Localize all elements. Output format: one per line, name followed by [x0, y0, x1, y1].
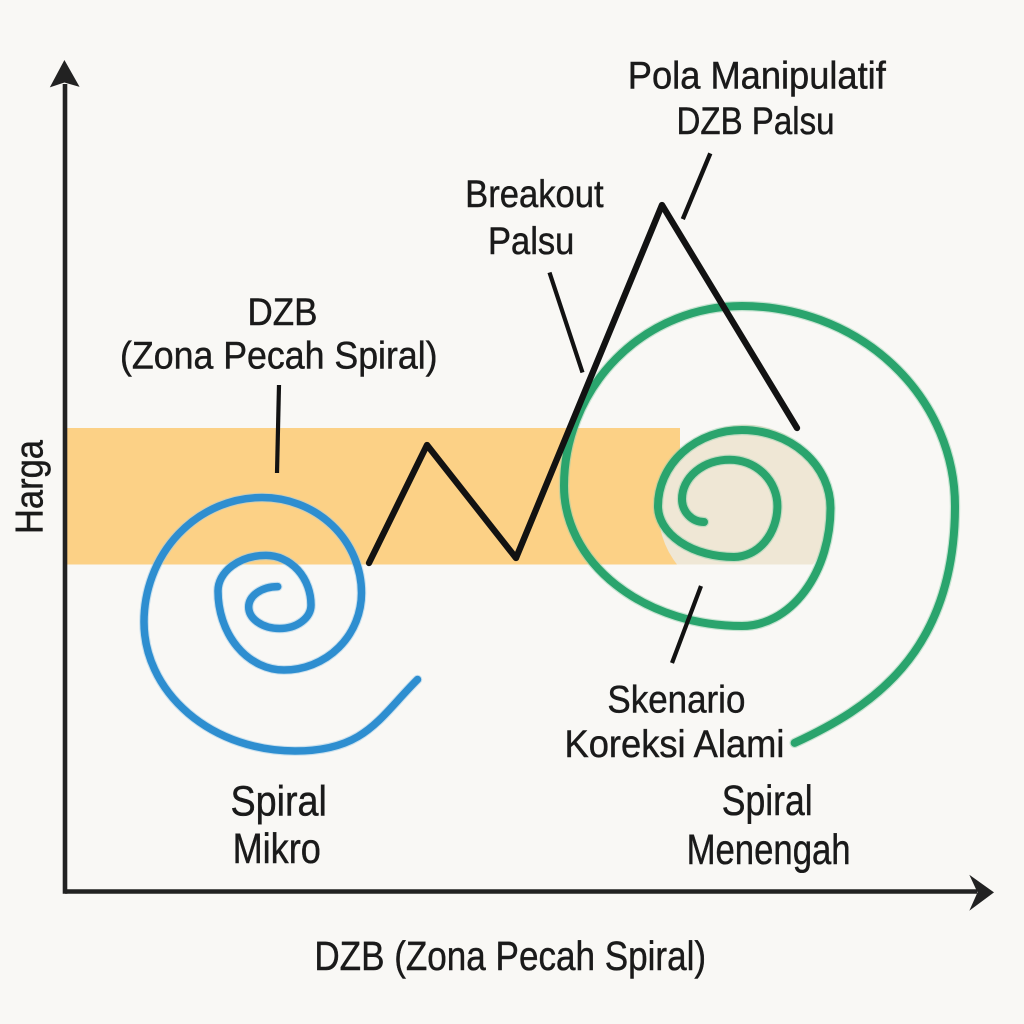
svg-text:Menengah: Menengah [687, 827, 851, 874]
svg-text:Breakout: Breakout [465, 173, 604, 216]
svg-text:Skenario: Skenario [607, 678, 745, 721]
svg-text:Spiral: Spiral [722, 778, 813, 825]
svg-text:DZB (Zona Pecah Spiral): DZB (Zona Pecah Spiral) [314, 933, 706, 979]
svg-text:Koreksi Alami: Koreksi Alami [565, 723, 785, 766]
svg-text:Spiral: Spiral [230, 778, 327, 825]
svg-text:DZB: DZB [248, 291, 318, 334]
svg-text:Mikro: Mikro [233, 826, 321, 873]
svg-text:(Zona Pecah Spiral): (Zona Pecah Spiral) [120, 335, 438, 378]
svg-text:Harga: Harga [9, 440, 52, 534]
svg-text:Pola Manipulatif: Pola Manipulatif [628, 55, 886, 98]
svg-text:DZB Palsu: DZB Palsu [677, 100, 835, 143]
svg-text:Palsu: Palsu [488, 220, 574, 263]
